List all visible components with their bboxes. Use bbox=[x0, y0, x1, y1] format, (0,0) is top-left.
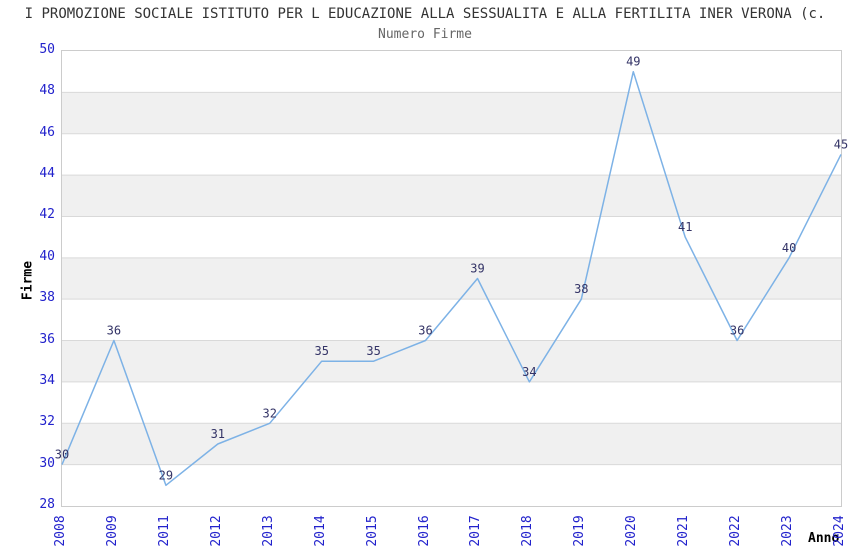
data-point-label: 49 bbox=[626, 55, 640, 69]
data-point-label: 30 bbox=[55, 448, 69, 462]
y-tick-label: 38 bbox=[39, 290, 55, 306]
data-point-label: 36 bbox=[418, 324, 432, 338]
y-tick-label: 30 bbox=[39, 455, 55, 471]
data-point-label: 36 bbox=[107, 324, 121, 338]
x-tick-label: 2008 bbox=[53, 515, 68, 547]
x-tick-label: 2012 bbox=[208, 515, 224, 547]
x-axis-title: Anno bbox=[808, 531, 840, 546]
y-tick-label: 32 bbox=[39, 414, 55, 430]
y-tick-label: 28 bbox=[39, 497, 55, 512]
data-point-label: 34 bbox=[522, 365, 536, 379]
x-tick-label: 2013 bbox=[260, 515, 276, 547]
data-point-label: 39 bbox=[470, 262, 484, 276]
x-tick-label: 2011 bbox=[156, 515, 172, 547]
y-tick-label: 42 bbox=[39, 207, 55, 223]
x-tick-label: 2014 bbox=[312, 515, 328, 547]
data-point-label: 32 bbox=[262, 406, 276, 420]
x-tick-label: 2018 bbox=[520, 515, 536, 547]
x-tick-label: 2024 bbox=[832, 515, 847, 547]
data-point-label: 31 bbox=[211, 427, 225, 441]
data-point-label: 35 bbox=[314, 344, 328, 358]
x-tick-label: 2020 bbox=[624, 515, 640, 547]
data-point-label: 29 bbox=[159, 468, 173, 482]
y-tick-label: 50 bbox=[39, 42, 55, 57]
x-tick-label: 2023 bbox=[780, 515, 796, 547]
y-tick-label: 44 bbox=[39, 166, 55, 182]
y-tick-label: 46 bbox=[39, 124, 55, 140]
y-tick-label: 48 bbox=[39, 83, 55, 99]
plot-area: 30 36 29 31 32 35 35 36 39 34 38 49 41 36 40 45 bbox=[55, 50, 848, 507]
x-tick-label: 2009 bbox=[104, 515, 120, 547]
chart-title: I PROMOZIONE SOCIALE ISTITUTO PER L EDUC… bbox=[24, 6, 826, 22]
y-tick-label: 34 bbox=[39, 372, 55, 388]
plot-band bbox=[62, 340, 841, 382]
plot-band bbox=[62, 92, 841, 134]
y-tick-label: 40 bbox=[39, 248, 55, 264]
x-tick-label: 2022 bbox=[728, 515, 744, 547]
y-tick-label: 36 bbox=[39, 331, 55, 347]
chart-svg: 30 36 29 31 32 35 35 36 39 34 38 49 41 36 40 45 bbox=[55, 55, 848, 487]
data-point-label: 35 bbox=[366, 344, 380, 358]
x-tick-label: 2021 bbox=[676, 515, 692, 547]
data-point-label: 40 bbox=[782, 241, 796, 255]
x-tick-label: 2016 bbox=[416, 515, 432, 547]
data-point-label: 41 bbox=[678, 220, 692, 234]
data-point-label: 38 bbox=[574, 282, 588, 296]
data-point-label: 45 bbox=[834, 137, 848, 151]
data-point-label: 36 bbox=[730, 324, 744, 338]
x-tick-label: 2017 bbox=[468, 515, 484, 547]
plot-band bbox=[62, 423, 841, 465]
plot-band bbox=[62, 175, 841, 217]
x-tick-label: 2015 bbox=[364, 515, 380, 547]
x-tick-label: 2019 bbox=[572, 515, 588, 547]
plot-band bbox=[62, 257, 841, 300]
series-line bbox=[61, 70, 842, 487]
chart-subtitle: Numero Firme bbox=[378, 27, 472, 42]
